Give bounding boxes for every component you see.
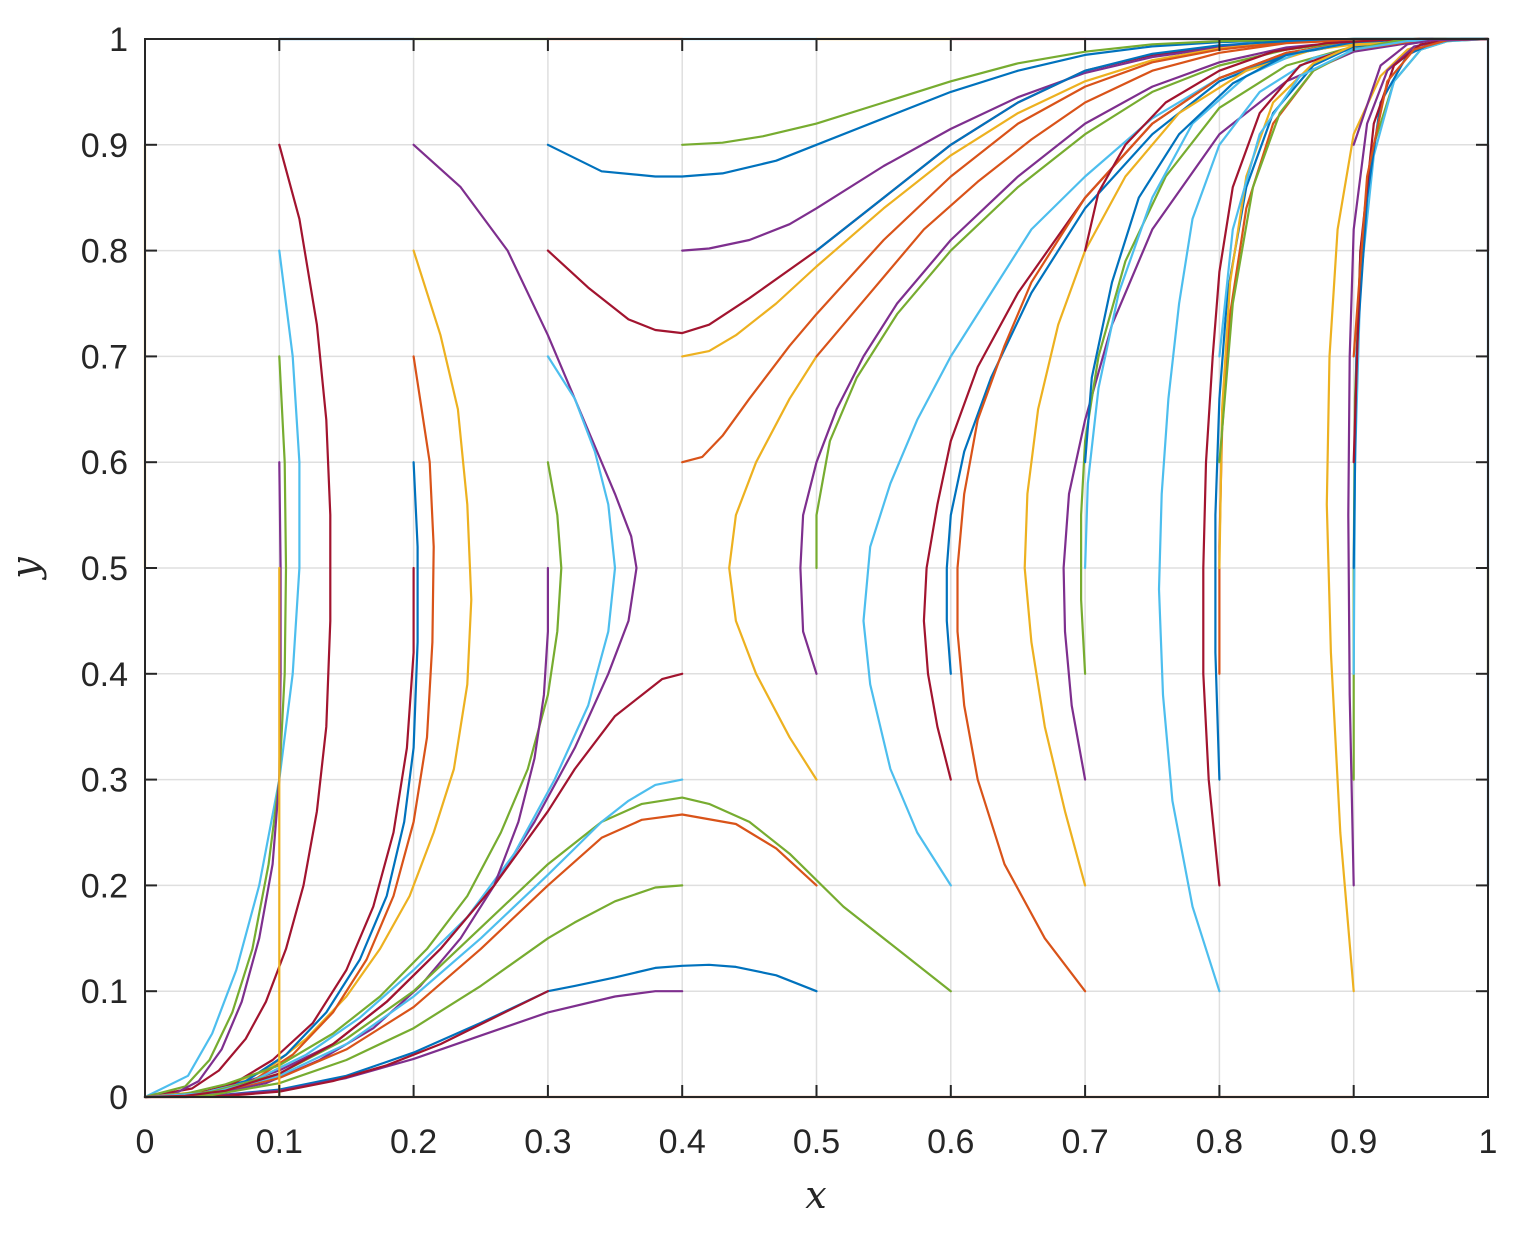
y-tick-label: 0.2 <box>81 867 128 905</box>
y-tick-label: 1 <box>109 21 128 59</box>
x-tick-label: 0.9 <box>1330 1123 1377 1161</box>
streamline-19 <box>728 355 818 781</box>
x-tick-label: 0.4 <box>659 1123 706 1161</box>
y-tick-label: 0.3 <box>81 762 128 800</box>
streamline-3 <box>143 355 288 1099</box>
streamline-27 <box>956 37 1490 993</box>
y-tick-label: 0.7 <box>81 338 128 376</box>
x-tick-label: 1 <box>1479 1123 1498 1161</box>
y-tick-label: 0.5 <box>81 550 128 588</box>
y-tick-label: 0.8 <box>81 233 128 271</box>
streamline-9 <box>143 566 415 1099</box>
streamline-34 <box>143 778 684 1099</box>
streamline-12 <box>143 566 550 1099</box>
y-axis-label: y <box>3 557 47 581</box>
streamline-4 <box>143 461 282 1099</box>
x-tick-label: 0.6 <box>927 1123 974 1161</box>
x-tick-label: 0.5 <box>793 1123 840 1161</box>
streamline-35 <box>143 672 684 1099</box>
y-tick-labels: 0 0.1 0.2 0.3 0.4 0.5 0.6 0.7 0.8 0.9 1 <box>81 21 128 1117</box>
x-tick-label: 0.8 <box>1196 1123 1243 1161</box>
y-tick-label: 0 <box>109 1079 128 1117</box>
streamline-11 <box>143 461 563 1099</box>
x-tick-label: 0.1 <box>256 1123 303 1161</box>
streamline-8 <box>143 461 419 1099</box>
x-tick-label: 0 <box>136 1123 155 1161</box>
y-tick-label: 0.6 <box>81 444 128 482</box>
y-tick-label: 0.9 <box>81 127 128 165</box>
x-tick-labels: 0 0.1 0.2 0.3 0.4 0.5 0.6 0.7 0.8 0.9 1 <box>136 1123 1498 1161</box>
streamline-5 <box>143 143 638 1099</box>
y-tick-label: 0.1 <box>81 973 128 1011</box>
streamline-1 <box>143 143 332 1099</box>
x-tick-label: 0.2 <box>390 1123 437 1161</box>
x-axis-label: x <box>805 1173 826 1217</box>
series-group <box>143 37 1490 1099</box>
x-tick-label: 0.3 <box>524 1123 571 1161</box>
axes <box>144 38 1489 1098</box>
y-tick-label: 0.4 <box>81 656 128 694</box>
streamline-33 <box>143 884 684 1099</box>
streamline-30 <box>143 963 818 1099</box>
x-tick-label: 0.7 <box>1061 1123 1108 1161</box>
